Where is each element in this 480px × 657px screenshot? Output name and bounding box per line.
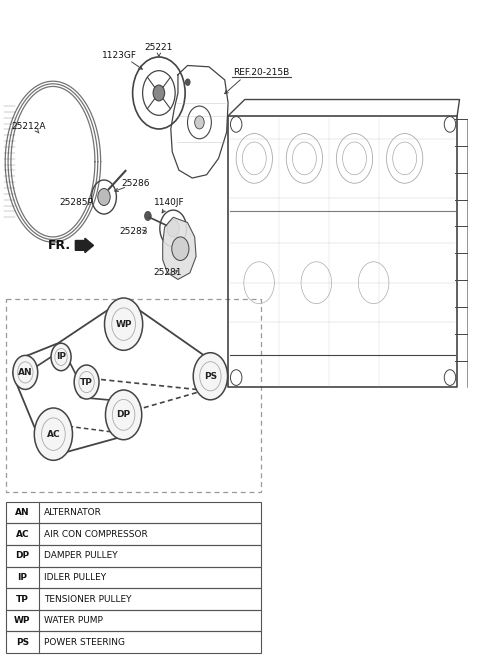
Text: AIR CON COMPRESSOR: AIR CON COMPRESSOR <box>44 530 148 539</box>
Bar <box>6 631 262 653</box>
Text: 25286: 25286 <box>122 179 150 188</box>
Text: FR.: FR. <box>48 239 72 252</box>
Circle shape <box>193 353 228 400</box>
Circle shape <box>106 390 142 440</box>
FancyArrow shape <box>75 238 94 252</box>
Text: AN: AN <box>15 508 30 517</box>
Bar <box>6 588 262 610</box>
Circle shape <box>105 298 143 350</box>
Bar <box>6 566 262 588</box>
Text: POWER STEERING: POWER STEERING <box>44 638 125 646</box>
Polygon shape <box>163 217 196 279</box>
Text: DAMPER PULLEY: DAMPER PULLEY <box>44 551 118 560</box>
Text: IP: IP <box>17 573 27 582</box>
Text: TENSIONER PULLEY: TENSIONER PULLEY <box>44 595 132 604</box>
Text: IP: IP <box>56 352 66 361</box>
Text: PS: PS <box>16 638 29 646</box>
Text: AC: AC <box>47 430 60 439</box>
Circle shape <box>74 365 99 399</box>
Text: PS: PS <box>204 372 217 381</box>
Circle shape <box>98 189 110 206</box>
Circle shape <box>185 79 190 85</box>
Text: AC: AC <box>15 530 29 539</box>
Text: WATER PUMP: WATER PUMP <box>44 616 103 625</box>
Text: TP: TP <box>16 595 29 604</box>
Circle shape <box>51 343 71 371</box>
Text: 25221: 25221 <box>144 43 173 52</box>
Bar <box>6 610 262 631</box>
Text: 25212A: 25212A <box>12 122 46 131</box>
Text: WP: WP <box>14 616 31 625</box>
Text: AN: AN <box>18 368 33 377</box>
Circle shape <box>195 116 204 129</box>
Text: IDLER PULLEY: IDLER PULLEY <box>44 573 107 582</box>
Text: DP: DP <box>117 411 131 419</box>
Bar <box>6 545 262 566</box>
Text: 25285P: 25285P <box>60 198 94 208</box>
Circle shape <box>144 212 151 221</box>
Text: 1140JF: 1140JF <box>154 198 185 208</box>
Circle shape <box>172 237 189 260</box>
Text: WP: WP <box>115 320 132 328</box>
Text: TP: TP <box>80 378 93 386</box>
Bar <box>6 502 262 524</box>
Text: ALTERNATOR: ALTERNATOR <box>44 508 102 517</box>
Circle shape <box>34 408 72 461</box>
Text: 1123GF: 1123GF <box>102 51 137 60</box>
Bar <box>6 524 262 545</box>
Text: 25281: 25281 <box>153 269 182 277</box>
Text: REF.20-215B: REF.20-215B <box>233 68 289 77</box>
Bar <box>6 299 262 492</box>
Circle shape <box>153 85 165 101</box>
Circle shape <box>13 355 38 390</box>
Text: 25283: 25283 <box>120 227 148 236</box>
Text: DP: DP <box>15 551 29 560</box>
Circle shape <box>167 220 180 237</box>
